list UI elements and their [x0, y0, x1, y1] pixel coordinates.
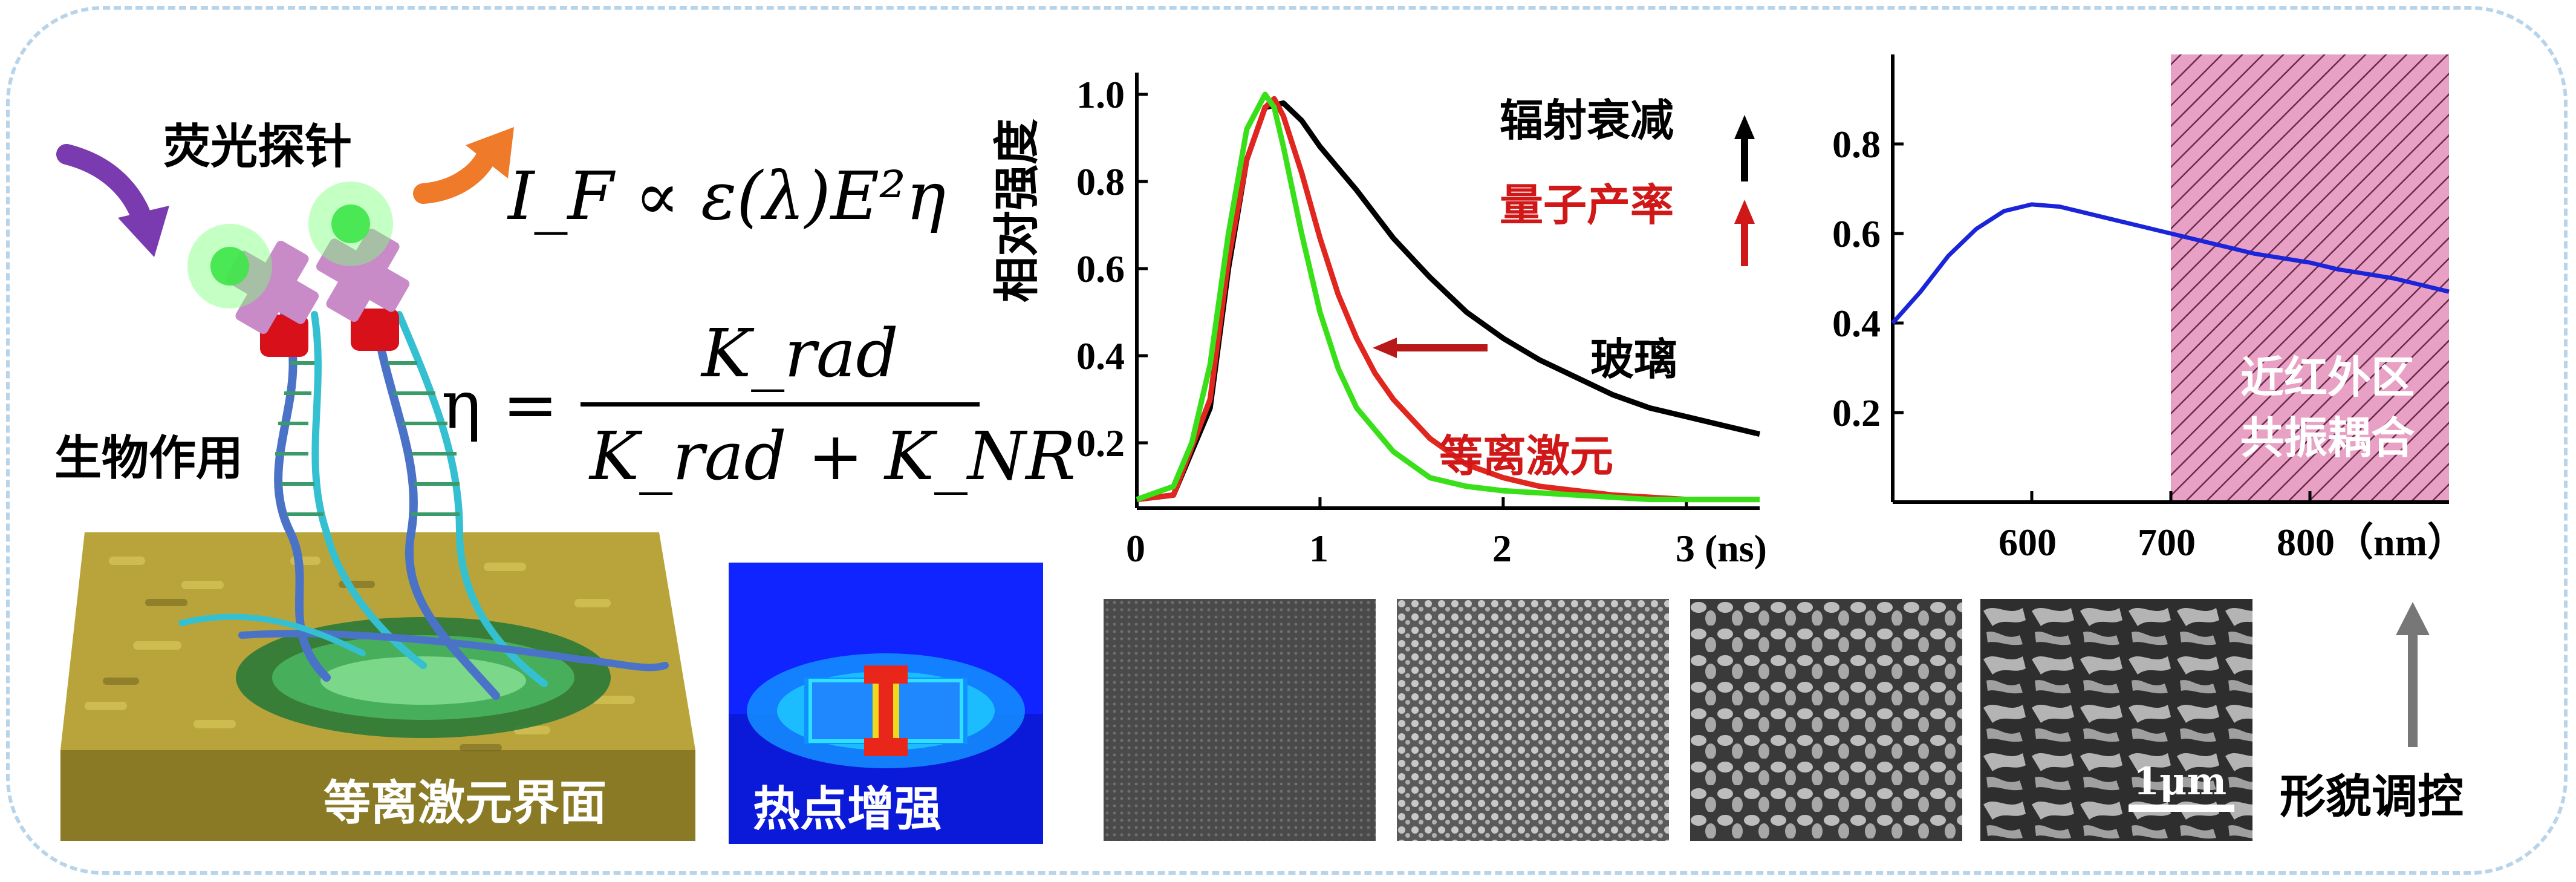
eq1-text: I_F ∝ ε(λ)E²η: [508, 157, 946, 235]
decay-ytick-label: 0.8: [1076, 160, 1125, 203]
outer-dashed-frame: [6, 6, 2568, 875]
decay-xtick-label: 2: [1492, 527, 1512, 570]
decay-series-plasmon: [1136, 96, 1760, 503]
decay-ytick-label: 0.6: [1076, 247, 1125, 290]
eq2-numerator: K_rad: [701, 315, 899, 392]
nir-region-label-1: 近红外区: [2240, 352, 2415, 403]
nir-region-label-2: 共振耦合: [2240, 413, 2415, 463]
decay-ytick-label: 0.2: [1076, 422, 1125, 465]
label-plasmon: 等离激元: [1439, 431, 1614, 482]
spectrum-ytick-label: 0.8: [1832, 123, 1881, 166]
spectrum-ytick-label: 0.6: [1832, 212, 1881, 255]
decay-ylabel: 相对强度: [990, 119, 1044, 302]
spectrum-ytick-label: 0.2: [1832, 391, 1881, 434]
hotspot-label: 热点增强: [753, 782, 942, 837]
decay-xtick-label: 0: [1126, 527, 1145, 570]
bio-interaction-label: 生物作用: [54, 431, 244, 486]
label-glass: 玻璃: [1590, 334, 1678, 385]
plasmon-interface-label: 等离激元界面: [324, 776, 607, 831]
sem-image-1: [1104, 599, 1376, 841]
decay-xtick-label: 1: [1309, 527, 1329, 570]
hotspot-field-map: [729, 563, 1043, 844]
plasmonic-interface-illustration: [56, 127, 695, 841]
probe-label: 荧光探针: [163, 120, 353, 174]
decay-ytick-label: 1.0: [1076, 73, 1125, 116]
decay-xtick-label: 3 (ns): [1676, 527, 1767, 570]
spectrum-ytick-label: 0.4: [1832, 302, 1881, 345]
morphology-arrow: [2396, 602, 2430, 747]
legend-radiative-decay: 辐射衰减: [1500, 95, 1674, 146]
eq2-lhs: η =: [441, 366, 559, 443]
decay-series-probe: [1136, 91, 1760, 503]
eq2-denominator: K_rad + K_NR: [590, 417, 1076, 495]
nir-region: [2171, 54, 2449, 502]
fraction-bar: [581, 402, 980, 407]
decay-chart: 0.2 0.4 0.6 0.8 1.0 0 1 2 3 (ns): [1076, 73, 1767, 570]
spectrum-xtick-label: 600: [1999, 521, 2057, 564]
decay-ytick-label: 0.4: [1076, 335, 1125, 377]
spectrum-chart: 0.2 0.4 0.6 0.8 600 700 800（nm）: [1832, 54, 2466, 564]
legend-quantum-yield: 量子产率: [1500, 180, 1674, 230]
fluorescence-equation: I_F ∝ ε(λ)E²η: [508, 157, 946, 235]
morphology-label: 形貌调控: [2280, 769, 2464, 823]
sem-image-3: [1690, 599, 1962, 841]
spectrum-xtick-label: 700: [2138, 521, 2196, 564]
scale-bar-label: 1μm: [2133, 759, 2227, 803]
spectrum-xtick-label: 800（nm）: [2277, 521, 2466, 564]
sem-image-4: [1980, 599, 2252, 841]
spectrum-series: [1891, 202, 2450, 325]
sem-image-2: [1397, 599, 1669, 841]
